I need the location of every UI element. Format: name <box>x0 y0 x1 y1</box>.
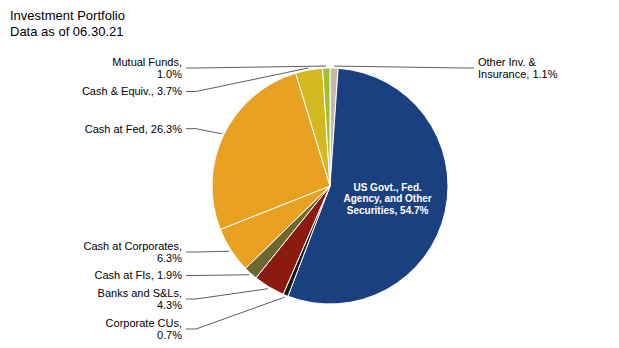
chart-title: Investment PortfolioData as of 06.30.21 <box>10 8 125 39</box>
leader-line <box>186 66 326 68</box>
slice-label: US Govt., Fed.Agency, and OtherSecuritie… <box>344 182 432 216</box>
label-line: Mutual Funds, <box>112 56 182 68</box>
label-line: 4.3% <box>157 299 182 311</box>
leader-line <box>186 251 229 253</box>
slice-label: Cash & Equiv., 3.7% <box>82 85 182 97</box>
slice-label: Cash at Corporates,6.3% <box>84 240 183 265</box>
title-line: Data as of 06.30.21 <box>10 24 123 39</box>
label-line: Agency, and Other <box>344 193 432 204</box>
pie <box>212 68 448 304</box>
chart-svg: Investment PortfolioData as of 06.30.21 U… <box>0 0 619 348</box>
label-line: Banks and S&Ls, <box>98 287 182 299</box>
label-line: Cash at Fed, 26.3% <box>85 123 182 135</box>
leader-line <box>186 68 309 92</box>
title-line: Investment Portfolio <box>10 8 125 23</box>
slice-label: Other Inv. &Insurance, 1.1% <box>478 56 558 81</box>
label-line: Securities, 54.7% <box>347 205 429 216</box>
label-line: 0.7% <box>157 329 182 341</box>
label-line: Cash at FIs, 1.9% <box>95 269 183 281</box>
slice-label: Cash at FIs, 1.9% <box>95 269 183 281</box>
slice-label: Corporate CUs,0.7% <box>106 317 183 342</box>
leader-line <box>186 289 268 299</box>
label-line: US Govt., Fed. <box>353 182 422 193</box>
slice-label: Banks and S&Ls,4.3% <box>98 287 183 312</box>
pie-slice <box>323 68 330 186</box>
labels: US Govt., Fed.Agency, and OtherSecuritie… <box>82 56 558 342</box>
slice-label: Mutual Funds,1.0% <box>112 56 182 81</box>
label-line: Insurance, 1.1% <box>478 68 558 80</box>
leader-line <box>186 129 222 134</box>
slice-label: Cash at Fed, 26.3% <box>85 123 182 135</box>
label-line: 6.3% <box>157 252 182 264</box>
label-line: 1.0% <box>157 68 182 80</box>
label-line: Other Inv. & <box>478 56 537 68</box>
label-line: Cash & Equiv., 3.7% <box>82 85 182 97</box>
leader-line <box>186 274 249 276</box>
leader-line <box>186 297 285 329</box>
label-line: Cash at Corporates, <box>84 240 182 252</box>
label-line: Corporate CUs, <box>106 317 182 329</box>
pie-slice <box>296 68 330 186</box>
leader-line <box>334 66 474 68</box>
